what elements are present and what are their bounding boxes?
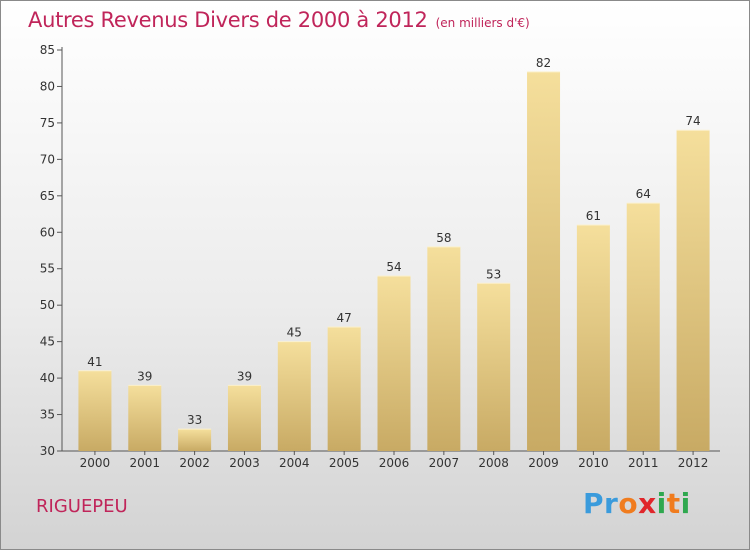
data-label: 58: [436, 231, 451, 245]
bars: [78, 71, 710, 451]
bar: [427, 246, 461, 451]
logo-letter: o: [618, 487, 639, 520]
y-tick-label: 35: [40, 408, 55, 422]
logo-letter: x: [638, 487, 657, 520]
data-label: 74: [685, 114, 700, 128]
data-label: 54: [386, 260, 401, 274]
data-label: 33: [187, 413, 202, 427]
x-tick-label: 2011: [628, 456, 659, 470]
chart-title-text: Autres Revenus Divers de 2000 à 2012: [28, 8, 428, 32]
bar: [327, 327, 361, 451]
x-tick-label: 2006: [379, 456, 410, 470]
y-tick-label: 50: [40, 298, 55, 312]
y-tick-label: 85: [40, 43, 55, 57]
x-tick-label: 2008: [478, 456, 509, 470]
data-label: 45: [287, 326, 302, 340]
y-tick-label: 30: [40, 444, 55, 458]
y-tick-label: 40: [40, 371, 55, 385]
y-tick-label: 65: [40, 189, 55, 203]
commune-name: RIGUEPEU: [36, 496, 128, 517]
x-tick-label: 2009: [528, 456, 559, 470]
y-tick-label: 55: [40, 262, 55, 276]
axes: 30 35 40 45 50 55 60 65 70 75 80 85 2000 2001 2002 2003…: [40, 43, 720, 470]
x-tick-label: 2012: [678, 456, 709, 470]
bar: [626, 203, 660, 451]
data-label: 47: [337, 311, 352, 325]
y-tick-label: 75: [40, 116, 55, 130]
data-label: 39: [137, 369, 152, 383]
bar: [128, 385, 162, 451]
data-label: 53: [486, 267, 501, 281]
logo-letter: r: [604, 487, 619, 520]
bar: [78, 370, 112, 451]
y-tick-label: 70: [40, 152, 55, 166]
y-tick-label: 80: [40, 79, 55, 93]
y-tick-label: 45: [40, 335, 55, 349]
data-label: 39: [237, 369, 252, 383]
data-label: 64: [636, 187, 651, 201]
chart-title: Autres Revenus Divers de 2000 à 2012 (en …: [28, 8, 530, 32]
logo-letter: t: [666, 487, 681, 520]
data-label: 61: [586, 209, 601, 223]
data-label: 41: [87, 355, 102, 369]
logo-letter: i: [680, 487, 691, 520]
bar: [277, 341, 311, 451]
bar: [676, 130, 710, 451]
logo-letter: i: [656, 487, 667, 520]
x-tick-label: 2003: [229, 456, 260, 470]
x-tick-label: 2004: [279, 456, 310, 470]
x-tick-label: 2010: [578, 456, 609, 470]
x-tick-label: 2002: [179, 456, 210, 470]
data-labels: 41 39 33 39 45 47 54 58 53 82 61 64 74: [87, 56, 700, 427]
logo-letter: P: [583, 487, 605, 520]
chart-subtitle: (en milliers d'€): [435, 16, 530, 30]
data-label: 82: [536, 56, 551, 70]
bar: [576, 224, 610, 451]
bar: [527, 71, 561, 451]
bar: [178, 429, 212, 451]
bar: [477, 283, 511, 451]
proxiti-logo[interactable]: Proxiti: [583, 487, 691, 520]
x-tick-label: 2007: [429, 456, 460, 470]
x-tick-label: 2001: [129, 456, 160, 470]
bar: [227, 385, 261, 451]
x-tick-label: 2005: [329, 456, 360, 470]
x-tick-label: 2000: [80, 456, 111, 470]
bar: [377, 276, 411, 451]
y-tick-label: 60: [40, 225, 55, 239]
